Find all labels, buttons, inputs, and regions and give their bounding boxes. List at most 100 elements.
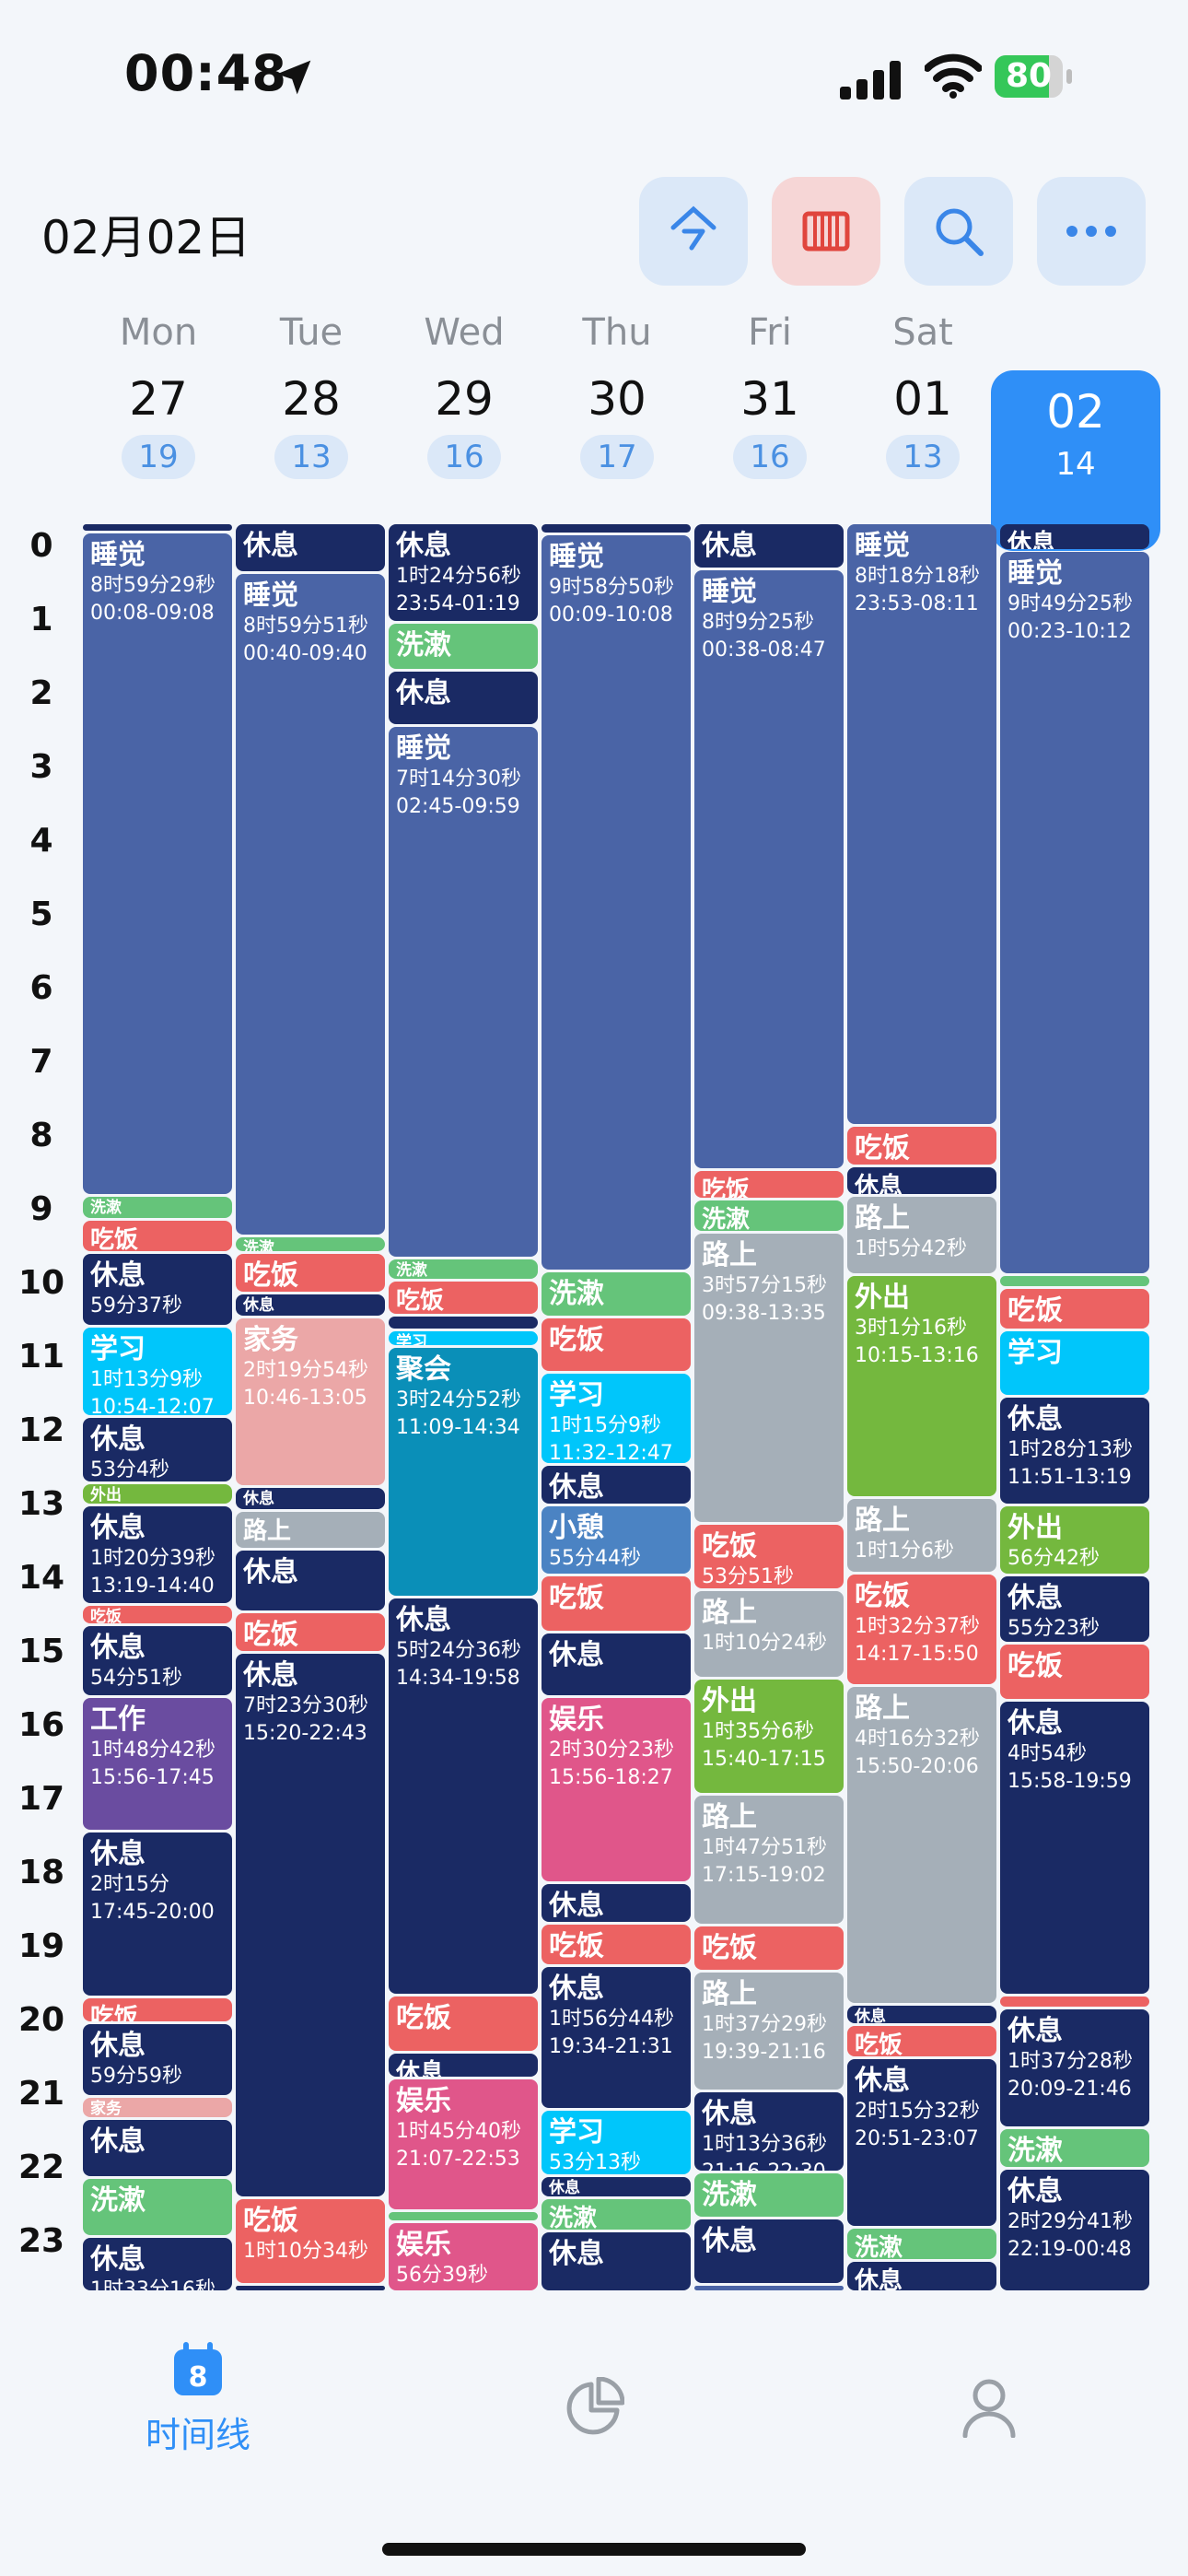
event-block-fun[interactable]: 娱乐 56分39秒 [389,2223,538,2290]
event-block-eat[interactable]: 吃饭 [847,2026,996,2056]
event-block-rest[interactable]: 休息 [236,1488,385,1509]
event-block-road[interactable]: 路上 1时47分51秒 17:15-19:02 [694,1796,844,1925]
event-block-study[interactable]: 学习 1时13分9秒 10:54-12:07 [83,1328,232,1415]
tab-timeline[interactable]: 8 时间线 [138,2342,258,2457]
event-block-eat[interactable]: 吃饭 [83,1221,232,1251]
event-block-wash[interactable] [389,2212,538,2220]
event-block-out[interactable]: 外出 [83,1483,232,1504]
event-block-rest[interactable]: 休息 2时15分 17:45-20:00 [83,1832,232,1996]
event-block-eat[interactable]: 吃饭 53分51秒 [694,1525,844,1589]
event-block-eat[interactable]: 吃饭 [1000,1645,1149,1699]
event-block-road[interactable]: 路上 1时10分24秒 [694,1591,844,1677]
event-block-rest[interactable]: 休息 [542,1633,691,1696]
event-block-rest[interactable]: 休息 [542,1466,691,1505]
event-block-rest[interactable]: 休息 53分4秒 [83,1417,232,1481]
event-block-eat[interactable]: 吃饭 [236,1613,385,1652]
event-block-rest[interactable]: 休息 [694,524,844,568]
event-block-rest[interactable] [83,524,232,532]
event-block-rest[interactable]: 休息 [389,672,538,724]
event-block-rest[interactable]: 休息 [236,1550,385,1611]
event-block-sleep[interactable]: 睡觉 7时14分30秒 02:45-09:59 [389,727,538,1258]
event-block-rest[interactable]: 休息 4时54秒 15:58-19:59 [1000,1701,1149,1995]
event-block-sleep[interactable]: 睡觉 8时59分29秒 00:08-09:08 [83,533,232,1195]
event-block-out[interactable]: 外出 3时1分16秒 10:15-13:16 [847,1276,996,1497]
event-block-sleep[interactable]: 睡觉 8时18分18秒 23:53-08:11 [847,524,996,1125]
event-block-sleep[interactable]: 睡觉 9时58分50秒 00:09-10:08 [542,535,691,1270]
event-block-fun[interactable]: 娱乐 2时30分23秒 15:56-18:27 [542,1698,691,1881]
event-block-sleep[interactable] [694,2286,844,2290]
event-block-party[interactable]: 聚会 3时24分52秒 11:09-14:34 [389,1348,538,1596]
event-block-rest[interactable]: 休息 1时28分13秒 11:51-13:19 [1000,1398,1149,1504]
event-block-eat[interactable] [1000,1996,1149,2007]
day-column-sat[interactable]: Sat 01 13 [838,311,1007,479]
event-block-rest[interactable]: 休息 59分37秒 [83,1254,232,1325]
event-block-wash[interactable]: 洗漱 [847,2228,996,2259]
event-block-eat[interactable]: 吃饭 [1000,1288,1149,1329]
search-button[interactable] [904,177,1013,286]
day-column-sun[interactable]: Sun0214 [991,370,1160,551]
event-block-rest[interactable]: 休息 5时24分36秒 14:34-19:58 [389,1598,538,1994]
event-block-wash[interactable]: 洗漱 [694,2172,844,2217]
event-block-road[interactable]: 路上 3时57分15秒 09:38-13:35 [694,1234,844,1523]
event-block-rest[interactable] [542,524,691,533]
view-mode-button[interactable] [772,177,880,286]
event-block-wash[interactable]: 洗漱 [542,1272,691,1316]
event-block-study[interactable]: 学习 [389,1331,538,1346]
event-block-road[interactable]: 路上 1时1分6秒 [847,1499,996,1572]
event-block-rest[interactable]: 休息 [236,1294,385,1316]
event-block-road[interactable]: 路上 1时37分29秒 19:39-21:16 [694,1973,844,2090]
event-block-eat[interactable]: 吃饭 [389,1281,538,1314]
event-block-rest[interactable]: 休息 2时15分32秒 20:51-23:07 [847,2058,996,2226]
event-block-road[interactable]: 路上 [236,1512,385,1548]
event-block-rest[interactable]: 休息 1时33分16秒 [83,2238,232,2290]
event-block-out[interactable]: 外出 56分42秒 [1000,1505,1149,1574]
event-block-work[interactable]: 工作 1时48分42秒 15:56-17:45 [83,1698,232,1830]
more-button[interactable] [1037,177,1146,286]
event-block-eat[interactable]: 吃饭 [542,1317,691,1372]
event-block-eat[interactable]: 吃饭 [542,1575,691,1631]
day-column-tue[interactable]: Tue 28 13 [227,311,396,479]
event-block-eat[interactable]: 吃饭 [236,1254,385,1292]
event-block-eat[interactable]: 吃饭 [83,1605,232,1623]
event-block-rest[interactable]: 休息 [236,524,385,571]
event-block-eat[interactable]: 吃饭 [389,1996,538,2051]
event-block-eat[interactable]: 吃饭 [83,1998,232,2021]
event-block-rest[interactable]: 休息 7时23分30秒 15:20-22:43 [236,1654,385,2196]
event-block-rest[interactable]: 休息 [542,2232,691,2290]
event-block-rest[interactable]: 休息 1时56分44秒 19:34-21:31 [542,1966,691,2108]
event-block-sleep[interactable]: 睡觉 8时59分51秒 00:40-09:40 [236,573,385,1235]
event-block-eat[interactable]: 吃饭 [694,1926,844,1970]
event-block-study[interactable]: 学习 [1000,1331,1149,1395]
event-block-rest[interactable]: 休息 55分23秒 [1000,1575,1149,1642]
event-block-wash[interactable]: 洗漱 [236,1236,385,1251]
tab-profile[interactable] [961,2377,1017,2441]
event-block-eat[interactable]: 吃饭 [694,1171,844,1198]
event-block-rest[interactable]: 休息 [847,2006,996,2024]
event-block-wash[interactable]: 洗漱 [83,2179,232,2235]
event-block-rest[interactable]: 休息 1时24分56秒 23:54-01:19 [389,524,538,621]
event-block-wash[interactable]: 洗漱 [389,1259,538,1279]
tab-statistics[interactable] [564,2376,625,2441]
day-column-wed[interactable]: Wed 29 16 [379,311,549,479]
event-block-rest[interactable]: 休息 [542,1884,691,1922]
day-column-thu[interactable]: Thu 30 17 [532,311,702,479]
event-block-sleep[interactable]: 睡觉 8时9分25秒 00:38-08:47 [694,570,844,1169]
event-block-study[interactable]: 学习 1时15分9秒 11:32-12:47 [542,1374,691,1464]
event-block-rest[interactable]: 休息 [1000,524,1149,550]
event-block-rest[interactable]: 休息 [542,2176,691,2196]
event-block-road[interactable]: 路上 1时5分42秒 [847,1196,996,1273]
event-block-rest[interactable]: 休息 [694,2219,844,2283]
event-block-eat[interactable]: 吃饭 1时10分34秒 [236,2198,385,2283]
event-block-housework[interactable]: 家务 2时19分54秒 10:46-13:05 [236,1317,385,1486]
event-block-wash[interactable] [1000,1276,1149,1286]
event-block-rest[interactable] [389,1317,538,1329]
event-block-rest[interactable]: 休息 59分59秒 [83,2024,232,2095]
event-block-fun[interactable]: 娱乐 1时45分40秒 21:07-22:53 [389,2079,538,2209]
event-block-study[interactable]: 学习 53分13秒 [542,2110,691,2174]
event-block-out[interactable]: 外出 1时35分6秒 15:40-17:15 [694,1679,844,1793]
event-block-rest[interactable]: 休息 1时37分28秒 20:09-21:46 [1000,2009,1149,2126]
event-block-road[interactable]: 路上 4时16分32秒 15:50-20:06 [847,1687,996,2003]
event-block-nap[interactable]: 小憩 55分44秒 [542,1506,691,1574]
event-block-rest[interactable]: 休息 [847,2261,996,2290]
